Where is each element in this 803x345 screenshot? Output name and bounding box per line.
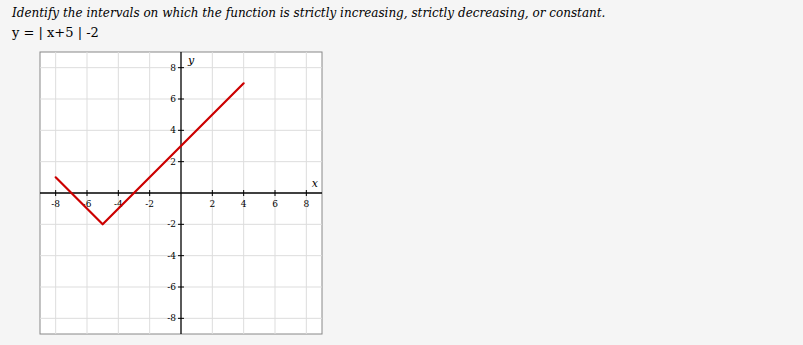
plot-area [40, 52, 322, 334]
subtitle: y = | x+5 | -2 [11, 25, 99, 40]
grid-line [55, 52, 56, 334]
grid-line [306, 52, 307, 334]
x-tick [149, 190, 150, 196]
grid-line [40, 67, 322, 68]
plot-marks [56, 83, 244, 224]
y-tick [178, 255, 184, 256]
y-tick-label: 4 [170, 125, 176, 135]
x-tick [55, 190, 56, 196]
x-tick [87, 190, 88, 196]
grid-line [243, 52, 244, 334]
x-tick [306, 190, 307, 196]
x-tick-label: 8 [303, 199, 309, 209]
y-tick-label: -2 [167, 219, 176, 229]
grid-line [275, 52, 276, 334]
grid-line [212, 52, 213, 334]
y-tick [178, 224, 184, 225]
y-tick [178, 287, 184, 288]
grid-line [149, 52, 150, 334]
y-tick-label: 2 [170, 157, 176, 167]
x-tick-label: -2 [145, 199, 154, 209]
y-tick-label: -8 [167, 313, 176, 323]
y-tick [178, 161, 184, 162]
y-tick-label: -4 [167, 251, 176, 261]
grid-line [40, 161, 322, 162]
x-tick-label: 2 [209, 199, 215, 209]
grid-line [40, 318, 322, 319]
y-tick [178, 67, 184, 68]
function-line [56, 83, 244, 224]
y-tick-label: 6 [170, 94, 176, 104]
y-tick [178, 99, 184, 100]
grid-line [40, 130, 322, 131]
grid-line [118, 52, 119, 334]
x-tick-label: 4 [241, 199, 247, 209]
grid-line [40, 255, 322, 256]
x-tick [243, 190, 244, 196]
x-tick [212, 190, 213, 196]
x-tick-label: 6 [272, 199, 278, 209]
y-tick-label: -6 [167, 282, 176, 292]
y-tick-label: 8 [170, 63, 176, 73]
chart: Identify the intervals on which the func… [0, 0, 803, 345]
y-tick [178, 318, 184, 319]
title: Identify the intervals on which the func… [11, 6, 605, 20]
y-tick [178, 130, 184, 131]
x-tick [118, 190, 119, 196]
y-axis [180, 52, 181, 334]
grid-line [40, 287, 322, 288]
grid-line [40, 224, 322, 225]
grid-line [40, 99, 322, 100]
y-axis-label: y [187, 54, 195, 67]
grid-line [87, 52, 88, 334]
x-axis-label: x [312, 177, 319, 190]
x-tick-label: -8 [51, 199, 60, 209]
x-tick [275, 190, 276, 196]
